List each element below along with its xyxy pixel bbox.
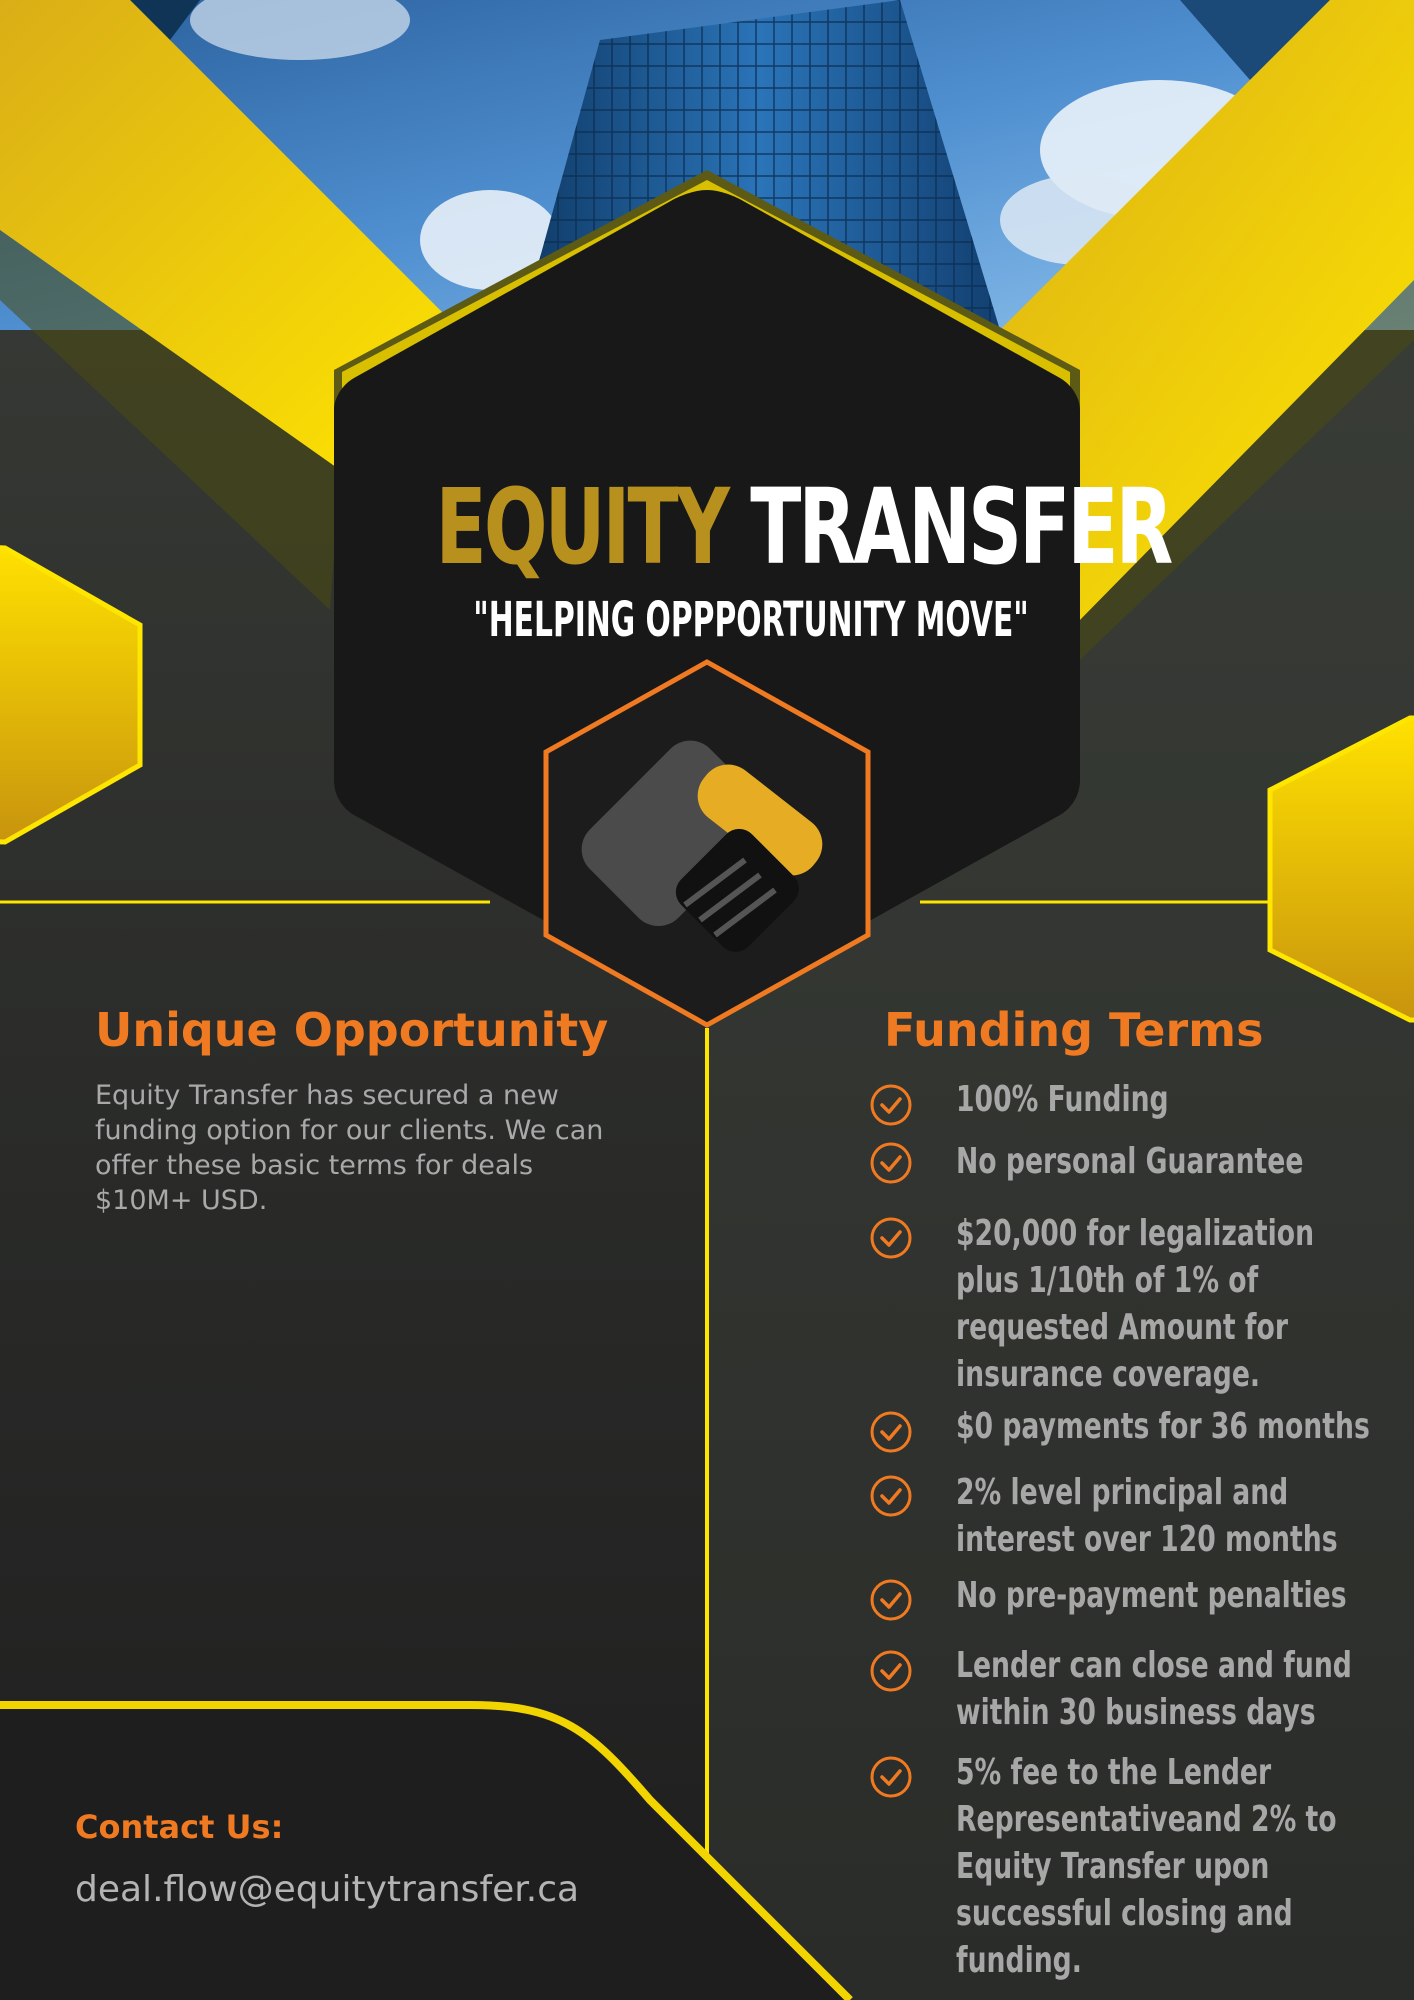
check-circle-icon <box>870 1142 912 1184</box>
brand-tagline: "HELPING OPPPORTUNITY MOVE" <box>473 592 1029 648</box>
term-item: $0 payments for 36 months <box>956 1406 1370 1447</box>
brand-title-word1: EQUITY <box>435 466 730 588</box>
term-item: 100% Funding <box>956 1079 1169 1120</box>
brand-title: EQUITY TRANSFER <box>435 462 1174 592</box>
check-circle-icon <box>870 1411 912 1453</box>
check-circle-icon <box>870 1579 912 1621</box>
term-item: 2% level principal and interest over 120… <box>956 1472 1338 1560</box>
check-circle-icon <box>870 1650 912 1692</box>
brand-title-word2: TRANSFER <box>750 466 1173 588</box>
contact-label: Contact Us: <box>75 1808 284 1846</box>
unique-opportunity-heading: Unique Opportunity <box>95 1003 609 1057</box>
term-item: No personal Guarantee <box>956 1141 1304 1182</box>
term-item: 5% fee to the Lender Representativeand 2… <box>956 1752 1337 1981</box>
contact-email: deal.flow@equitytransfer.ca <box>75 1869 580 1910</box>
funding-terms-heading: Funding Terms <box>884 1003 1264 1057</box>
check-circle-icon <box>870 1475 912 1517</box>
term-item: No pre-payment penalties <box>956 1575 1347 1616</box>
check-circle-icon <box>870 1217 912 1259</box>
check-circle-icon <box>870 1756 912 1798</box>
intro-paragraph: Equity Transfer has secured a new fundin… <box>95 1080 604 1216</box>
term-item: $20,000 for legalization plus 1/10th of … <box>956 1213 1315 1395</box>
term-item: Lender can close and fund within 30 busi… <box>956 1645 1352 1733</box>
check-circle-icon <box>870 1084 912 1126</box>
handshake-icon <box>543 659 871 1028</box>
